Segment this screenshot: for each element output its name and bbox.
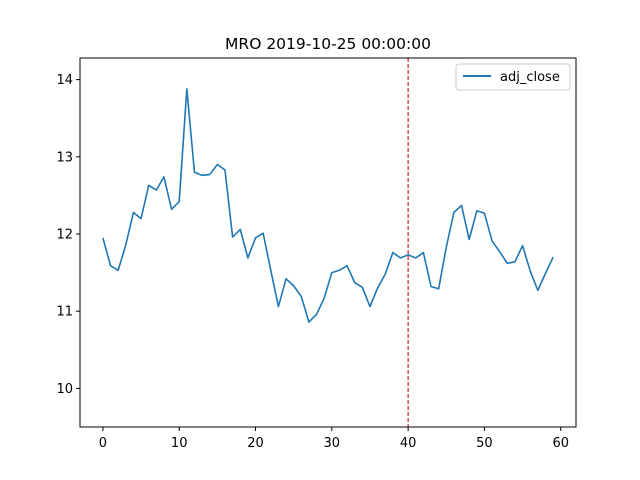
plot-area bbox=[80, 58, 576, 427]
series-layer bbox=[102, 88, 554, 323]
x-axis: 0 10 20 30 40 50 60 bbox=[99, 427, 569, 451]
y-tick-label: 11 bbox=[56, 305, 73, 320]
chart-title: MRO 2019-10-25 00:00:00 bbox=[225, 35, 431, 53]
x-tick-label: 40 bbox=[400, 436, 417, 451]
x-tick-label: 0 bbox=[99, 436, 107, 451]
legend-label-adj-close: adj_close bbox=[500, 70, 560, 85]
y-tick-label: 10 bbox=[56, 382, 73, 397]
x-tick-label: 10 bbox=[171, 436, 188, 451]
plot-frame bbox=[79, 57, 577, 428]
x-tick-label: 60 bbox=[552, 436, 569, 451]
y-tick-label: 13 bbox=[56, 150, 73, 165]
y-tick-label: 14 bbox=[56, 73, 73, 88]
x-tick-label: 20 bbox=[247, 436, 264, 451]
y-tick-label: 12 bbox=[56, 228, 73, 243]
x-tick-label: 30 bbox=[324, 436, 341, 451]
series-line-adj-close bbox=[102, 88, 554, 323]
x-tick-label: 50 bbox=[476, 436, 493, 451]
legend-box bbox=[455, 63, 571, 91]
legend: adj_close bbox=[455, 63, 571, 91]
y-axis: 10 11 12 13 14 bbox=[56, 73, 80, 397]
